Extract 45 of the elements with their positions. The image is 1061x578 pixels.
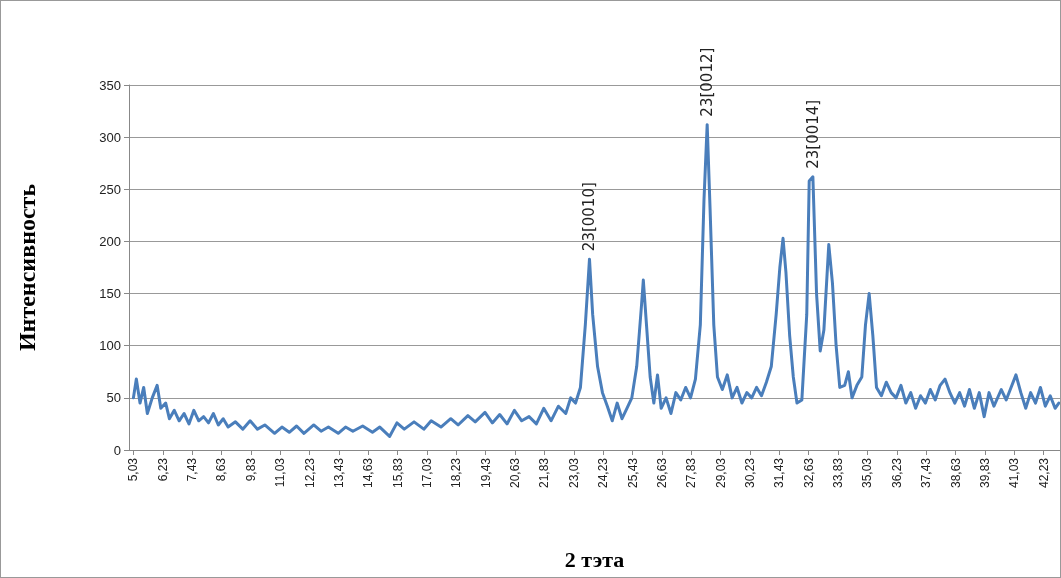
x-tick-label: 5,03 (126, 457, 141, 482)
x-tick-label: 19,43 (478, 457, 493, 489)
x-tick-label: 27,83 (684, 457, 699, 489)
x-tick-label: 33,83 (831, 457, 846, 489)
x-tick-label: 18,23 (449, 457, 464, 489)
x-tick-label: 17,03 (420, 457, 435, 489)
x-tick-label: 7,43 (185, 457, 200, 482)
x-tick-label: 42,23 (1036, 457, 1051, 489)
x-tick-label: 24,23 (596, 457, 611, 489)
x-tick-label: 15,83 (390, 457, 405, 489)
x-tick-label: 32,63 (801, 457, 816, 489)
x-tick-label: 13,43 (331, 457, 346, 489)
annotation: 23[0010] (580, 182, 599, 252)
x-tick-label: 35,03 (860, 457, 875, 489)
y-tick-label: 200 (99, 233, 121, 249)
y-tick-label: 150 (99, 286, 121, 302)
x-tick-label: 6,23 (155, 457, 170, 482)
x-tick-label: 21,83 (537, 457, 552, 489)
x-tick-label: 36,23 (889, 457, 904, 489)
x-tick-label: 9,83 (243, 457, 258, 482)
annotation: 23[0012] (698, 47, 717, 117)
y-axis-title: Интенсивность (14, 183, 40, 352)
x-tick-label: 26,63 (654, 457, 669, 489)
x-tick-label: 41,03 (1007, 457, 1022, 489)
x-tick-label: 30,23 (742, 457, 757, 489)
x-axis-title: 2 тэта (564, 546, 625, 572)
annotation: 23[0014] (803, 99, 822, 169)
y-tick-label: 350 (99, 77, 121, 93)
x-tick-label: 8,63 (214, 457, 229, 482)
y-tick-label: 100 (99, 338, 121, 354)
x-tick-label: 29,03 (713, 457, 728, 489)
x-tick-label: 20,63 (508, 457, 523, 489)
y-tick-label: 50 (106, 390, 121, 406)
y-tick-label: 250 (99, 181, 121, 197)
x-tick-label: 23,03 (566, 457, 581, 489)
x-tick-label: 12,23 (302, 457, 317, 489)
y-tick-label: 0 (113, 442, 121, 458)
x-tick-label: 25,43 (625, 457, 640, 489)
x-tick-label: 11,03 (273, 457, 288, 488)
x-tick-label: 31,43 (772, 457, 787, 489)
x-tick-label: 38,63 (948, 457, 963, 489)
x-tick-label: 39,83 (977, 457, 992, 489)
y-tick-label: 300 (99, 129, 121, 145)
x-tick-label: 37,43 (919, 457, 934, 489)
x-tick-label: 14,63 (361, 457, 376, 489)
